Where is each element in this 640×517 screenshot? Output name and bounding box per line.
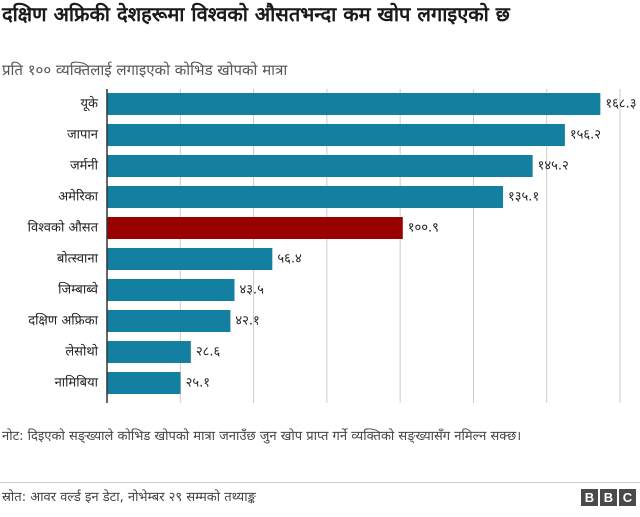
bar [107,372,181,394]
bar [107,341,191,363]
bar [107,279,235,301]
bar [107,155,533,177]
data-label: २८.६ [196,345,221,360]
category-label: विश्वको औसत [28,220,99,236]
chart-subtitle: प्रति १०० व्यक्तिलाई लगाइएको कोभिड खोपको… [2,61,288,79]
bar [107,186,504,208]
source-text: स्रोत: आवर वर्ल्ड इन डेटा, नोभेम्बर २९ स… [2,490,256,505]
data-label: २५.१ [186,376,210,391]
chart-note: नोट: दिइएको सङ्ख्याले कोभिड खोपको मात्रा… [2,429,522,444]
category-label: जर्मनी [70,158,99,174]
category-label: जिम्बाब्वे [58,282,99,298]
data-label: ४३.५ [240,283,265,298]
category-label: अमेरिका [58,189,98,205]
category-label: जापान [67,128,99,143]
chart-title: दक्षिण अफ्रिकी देशहरूमा विश्वको औसतभन्दा… [2,2,510,26]
data-label: १००.९ [408,221,439,236]
data-label: १३५.१ [508,190,539,205]
data-label: १५६.२ [570,128,601,143]
data-label: १४५.२ [538,159,569,174]
data-label: ४२.१ [235,314,259,329]
data-label: ५६.४ [277,252,302,267]
category-label: यूके [80,96,99,112]
bar [107,248,273,270]
category-label: बोत्स्वाना [57,251,99,267]
bbc-logo: B B C [581,489,636,506]
category-label: दक्षिण अफ्रिका [28,313,98,329]
bbc-logo-letter-b1: B [581,489,598,506]
category-label: लेसोथो [65,344,98,360]
bar [107,124,565,146]
bar [107,217,403,239]
bar [107,93,601,115]
bbc-logo-letter-b2: B [600,489,617,506]
bbc-logo-letter-c: C [619,489,636,506]
category-label: नामिबिया [55,375,99,391]
bar [107,310,231,332]
data-label: १६८.३ [605,97,636,112]
bar-chart: यूके १६८.३ जापान १५६.२ जर्मनी १४५.२ अमेरिका १३५… [28,89,637,403]
footer-divider [0,482,640,483]
